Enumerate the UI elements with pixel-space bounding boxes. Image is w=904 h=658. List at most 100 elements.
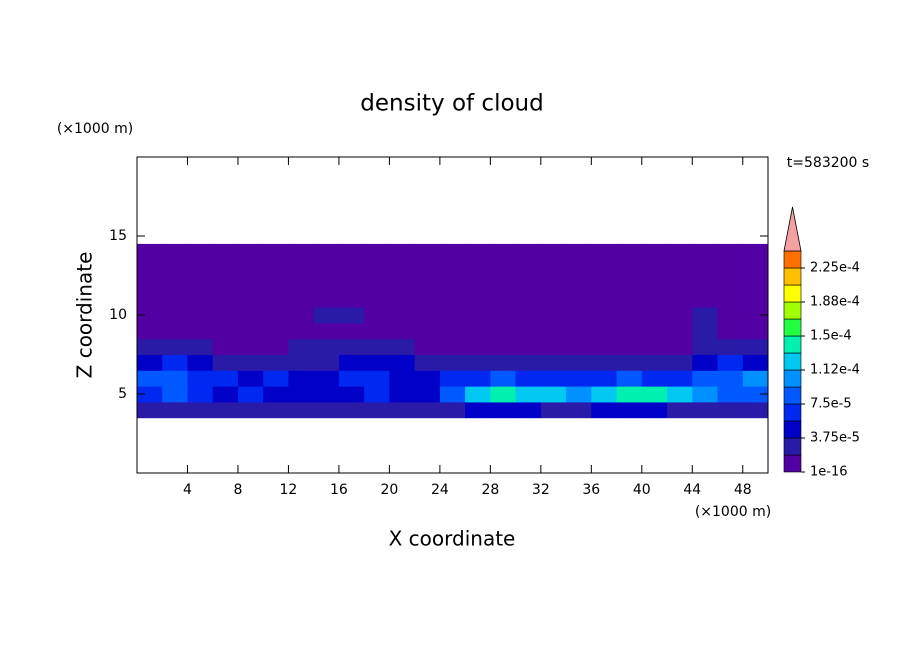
contour-cell (313, 275, 340, 292)
contour-cell (263, 322, 289, 340)
contour-cell (237, 259, 264, 276)
contour-cell (212, 259, 239, 276)
contour-cell (742, 243, 769, 261)
contour-cell (566, 370, 592, 387)
colorbar-extend (783, 206, 802, 252)
contour-cell (667, 243, 693, 261)
contour-cell (389, 291, 416, 308)
contour-cell (313, 401, 340, 419)
contour-cell (313, 259, 340, 276)
contour-cell (187, 307, 214, 324)
contour-cell (187, 370, 214, 387)
contour-cell (717, 243, 744, 261)
contour-cell (162, 322, 188, 340)
contour-cell (667, 386, 693, 403)
contour-cell (162, 354, 188, 371)
colorbar-band (783, 284, 802, 303)
contour-cell (313, 291, 340, 308)
contour-cell (515, 259, 542, 276)
contour-cell (439, 307, 466, 324)
contour-cell (465, 243, 491, 261)
contour-cell (364, 259, 390, 276)
contour-cell (237, 307, 264, 324)
contour-cell (212, 386, 239, 403)
contour-cell (515, 386, 542, 403)
contour-cell (263, 275, 289, 292)
contour-cell (566, 259, 592, 276)
contour-cell (490, 275, 517, 292)
contour-cell (717, 386, 744, 403)
contour-cell (742, 354, 769, 371)
contour-cell (338, 354, 365, 371)
contour-cell (338, 338, 365, 355)
contour-cell (212, 322, 239, 340)
contour-cell (288, 259, 315, 276)
contour-cell (439, 275, 466, 292)
contour-cell (540, 354, 567, 371)
contour-cell (414, 370, 441, 387)
contour-cell (313, 354, 340, 371)
contour-cell (641, 291, 668, 308)
contour-cell (439, 322, 466, 340)
contour-cell (742, 370, 769, 387)
contour-cell (616, 370, 643, 387)
contour-cell (439, 370, 466, 387)
contour-cell (263, 243, 289, 261)
contour-cell (137, 354, 163, 371)
contour-cell (162, 386, 188, 403)
contour-cell (742, 322, 769, 340)
contour-cell (641, 243, 668, 261)
contour-cell (717, 322, 744, 340)
contour-cell (313, 338, 340, 355)
x-tick-label: 44 (683, 482, 701, 498)
contour-cell (137, 322, 163, 340)
contour-cell (692, 370, 719, 387)
contour-cell (237, 386, 264, 403)
contour-cell (263, 401, 289, 419)
contour-cell (439, 401, 466, 419)
contour-cell (288, 354, 315, 371)
colorbar-band (783, 454, 802, 473)
y-tick-label: 15 (109, 228, 127, 244)
contour-cell (364, 275, 390, 292)
x-tick-label: 36 (582, 482, 600, 498)
contour-cell (591, 243, 618, 261)
contour-cell (616, 386, 643, 403)
contour-cell (313, 307, 340, 324)
contour-cell (288, 338, 315, 355)
contour-cell (212, 338, 239, 355)
contour-cell (616, 338, 643, 355)
contour-cell (667, 322, 693, 340)
contour-cell (566, 275, 592, 292)
contour-cell (616, 401, 643, 419)
contour-cell (667, 370, 693, 387)
contour-cell (439, 386, 466, 403)
contour-cell (313, 322, 340, 340)
contour-cell (465, 275, 491, 292)
contour-cell (288, 401, 315, 419)
contour-cell (591, 275, 618, 292)
contour-cell (566, 322, 592, 340)
contour-cell (389, 322, 416, 340)
contour-cell (389, 354, 416, 371)
x-tick-label: 4 (183, 482, 192, 498)
contour-cell (641, 386, 668, 403)
contour-cell (490, 243, 517, 261)
contour-cell (288, 275, 315, 292)
contour-cell (566, 307, 592, 324)
contour-cell (515, 338, 542, 355)
contour-cell (389, 243, 416, 261)
contour-cell (162, 307, 188, 324)
contour-cell (490, 370, 517, 387)
contour-cell (187, 259, 214, 276)
colorbar-band (783, 352, 802, 371)
contour-cell (237, 291, 264, 308)
contour-cell (212, 354, 239, 371)
contour-cell (566, 243, 592, 261)
colorbar-tick-label: 1.12e-4 (810, 363, 860, 378)
contour-cell (692, 259, 719, 276)
contour-cell (137, 291, 163, 308)
contour-cell (465, 259, 491, 276)
contour-cell (162, 275, 188, 292)
